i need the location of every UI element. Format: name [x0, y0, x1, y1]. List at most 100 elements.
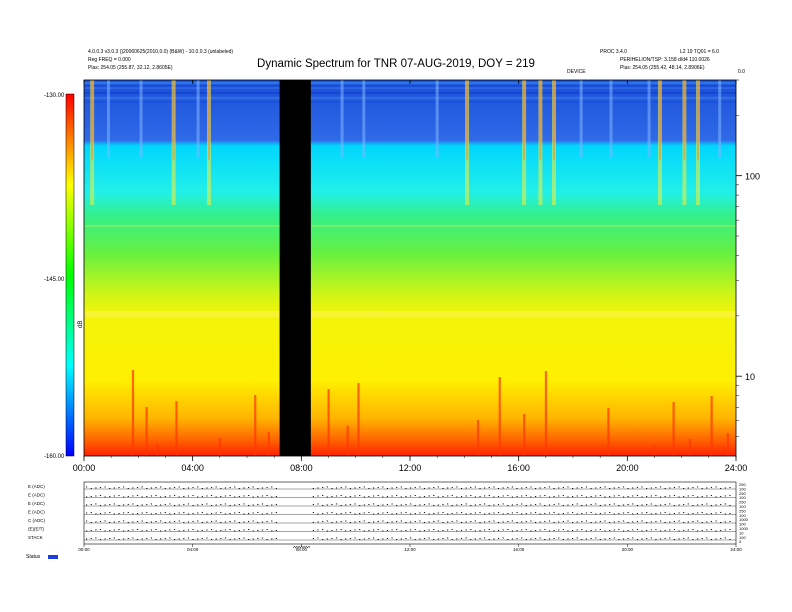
lower-data-dot — [567, 530, 569, 532]
lower-data-dot — [220, 512, 222, 513]
lower-data-dot — [692, 521, 694, 522]
lower-data-dot — [581, 505, 583, 506]
lower-data-dot — [646, 522, 648, 523]
lower-data-dot — [451, 539, 453, 540]
lower-data-dot — [183, 512, 185, 513]
y-tick-label: 10 — [745, 372, 755, 382]
lower-data-dot — [229, 529, 231, 530]
lower-data-dot — [187, 521, 190, 523]
lower-data-dot — [599, 539, 601, 540]
lower-data-dot — [368, 538, 370, 539]
lower-data-dot — [340, 513, 342, 514]
lower-data-dot — [335, 495, 338, 497]
lower-data-dot — [470, 513, 472, 514]
lower-data-dot — [599, 529, 601, 530]
lower-data-dot — [99, 521, 102, 522]
lower-data-dot — [465, 503, 467, 505]
lower-data-dot — [238, 538, 240, 539]
lower-data-dot — [396, 529, 398, 530]
lower-data-dot — [641, 504, 643, 506]
lower-data-dot — [673, 529, 676, 530]
lower-data-dot — [400, 520, 402, 522]
lower-data-dot — [622, 496, 625, 498]
lower-data-dot — [590, 488, 592, 489]
band — [84, 96, 736, 100]
lower-data-dot — [470, 495, 472, 496]
lower-data-dot — [613, 487, 615, 489]
lower-data-dot — [488, 539, 490, 540]
lower-data-dot — [95, 513, 97, 515]
lower-data-dot — [317, 503, 319, 505]
x-tick-label: 00:00 — [73, 463, 96, 473]
lower-data-dot — [530, 496, 532, 498]
lower-data-dot — [90, 522, 92, 523]
lower-data-dot — [428, 513, 430, 515]
lower-data-dot — [363, 504, 365, 506]
colorbar-tick-label: -130.00 — [44, 93, 65, 99]
lower-data-dot — [326, 496, 328, 498]
lower-data-dot — [322, 521, 324, 522]
lower-data-dot — [595, 537, 597, 539]
lower-data-dot — [562, 513, 564, 514]
lower-data-dot — [502, 495, 504, 497]
lower-data-dot — [322, 529, 324, 530]
lower-data-dot — [275, 512, 277, 513]
lower-data-dot — [507, 513, 509, 514]
lower-data-dot — [377, 539, 379, 540]
lower-data-dot — [400, 512, 402, 514]
lower-data-dot — [460, 488, 463, 489]
lower-data-dot — [572, 538, 574, 539]
lower-data-dot — [507, 505, 509, 506]
lower-data-dot — [419, 486, 421, 488]
lower-data-dot — [511, 486, 514, 488]
lower-data-dot — [696, 496, 699, 498]
lower-data-dot — [368, 504, 370, 505]
lower-data-dot — [197, 496, 199, 498]
lower-data-dot — [201, 488, 203, 489]
red-spike — [357, 383, 360, 456]
lower-data-dot — [437, 496, 439, 498]
red-spike — [254, 395, 257, 456]
lower-data-dot — [692, 539, 694, 540]
lower-data-dot — [271, 520, 273, 522]
lower-data-dot — [544, 539, 546, 540]
burst-streak — [523, 80, 526, 160]
lower-data-dot — [609, 488, 611, 489]
lower-data-dot — [234, 530, 236, 532]
lower-data-dot — [215, 530, 217, 532]
lower-data-dot — [484, 521, 486, 523]
lower-data-dot — [234, 520, 236, 522]
lower-data-dot — [414, 539, 416, 540]
lower-data-dot — [627, 512, 629, 513]
lower-data-dot — [632, 503, 634, 505]
stripe — [435, 80, 439, 158]
lower-data-dot — [442, 512, 444, 513]
lower-data-dot — [516, 530, 518, 531]
lower-data-dot — [248, 529, 250, 530]
lower-data-dot — [581, 539, 583, 540]
lower-data-dot — [659, 520, 662, 522]
lower-data-dot — [95, 503, 97, 505]
lower-data-dot — [349, 488, 352, 489]
lower-data-dot — [164, 488, 166, 489]
lower-data-dot — [655, 495, 657, 496]
lower-data-dot — [585, 504, 588, 506]
lower-data-dot — [391, 529, 393, 531]
lower-data-dot — [317, 487, 319, 489]
lower-data-dot — [507, 539, 509, 540]
lower-data-dot — [271, 496, 273, 498]
lower-data-dot — [345, 512, 347, 514]
lower-data-dot — [701, 522, 703, 523]
lower-data-dot — [104, 538, 106, 540]
lower-data-dot — [252, 530, 254, 532]
lower-data-dot — [271, 512, 273, 514]
lower-data-dot — [248, 505, 250, 506]
lower-data-dot — [548, 520, 551, 522]
lower-data-dot — [558, 495, 560, 497]
lower-data-dot — [456, 496, 458, 498]
lower-data-dot — [729, 521, 731, 522]
lower-data-dot — [669, 529, 671, 531]
lower-data-dot — [335, 537, 338, 539]
lower-data-dot — [460, 496, 463, 497]
lower-data-dot — [118, 495, 120, 496]
